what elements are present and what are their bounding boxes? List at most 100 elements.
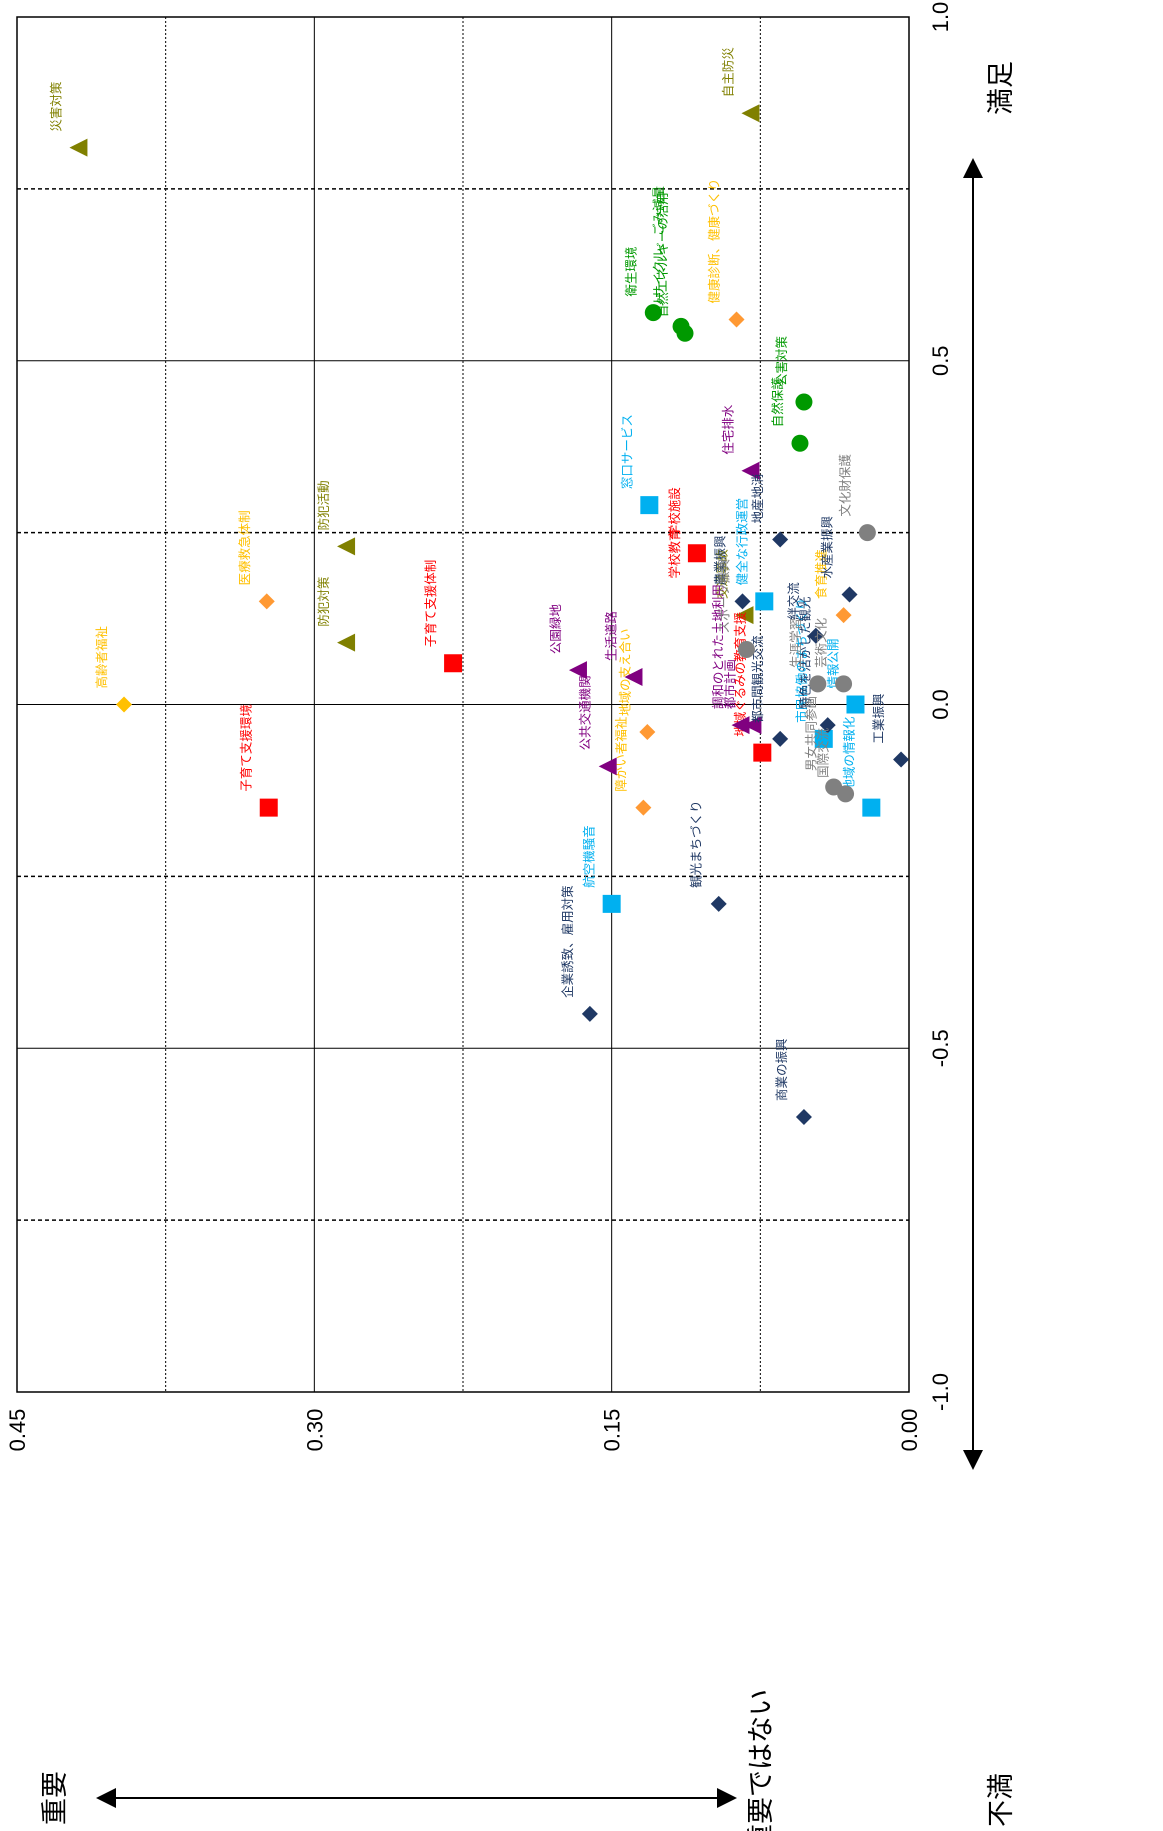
dissatisfied-label: 不満 [986, 1773, 1017, 1827]
point-label: 防犯対策 [316, 576, 331, 627]
point-label: 絆交流 [786, 582, 801, 620]
point-label: 公共交通機関 [578, 675, 593, 750]
point-label: リサイクル、ごみ減量 [651, 186, 666, 310]
data-point: 航空機騒音 [582, 825, 621, 913]
data-point: 芸術文化 [814, 617, 853, 693]
point-marker-diamond [258, 593, 275, 610]
y-tick-label: 0.45 [5, 1409, 30, 1452]
point-label: 文化財保護 [837, 454, 852, 517]
point-marker-circle [676, 324, 694, 342]
y-tick-label: 0.30 [302, 1409, 327, 1452]
data-point: 健全な行政運営 [734, 498, 774, 611]
data-point: 防犯活動 [316, 480, 356, 556]
data-point: 窓口サービス [619, 414, 659, 515]
data-point: 企業誘致、雇用対策 [560, 885, 598, 1022]
data-point: 学校教育 [667, 528, 706, 604]
point-label: 芸術文化 [814, 617, 829, 668]
data-point: 観光まちづくり [689, 800, 727, 912]
point-marker-diamond [807, 627, 824, 644]
x-tick-label: 1.0 [928, 2, 953, 33]
point-label: 生活道路 [603, 610, 618, 661]
x-tick-label: 0.5 [928, 345, 953, 376]
data-point: 高齢者福祉 [94, 625, 133, 713]
data-point: 衛生環境 [623, 247, 662, 322]
data-point: 食育推進 [814, 549, 852, 624]
point-label: 企業誘致、雇用対策 [560, 885, 575, 998]
point-marker-triangle [568, 661, 587, 680]
point-label: 工業振興 [871, 693, 886, 743]
point-marker-square [259, 798, 278, 817]
data-point: 特色を活かした観光 [798, 597, 836, 734]
point-marker-triangle [337, 537, 356, 556]
point-marker-circle [737, 641, 755, 658]
data-point: 子育て支援環境 [239, 704, 278, 817]
point-marker-triangle [624, 668, 643, 686]
point-label: 地産地消 [750, 473, 765, 523]
point-label: 自主防災 [720, 47, 735, 98]
data-point: 地域の支え合い [617, 628, 656, 740]
point-label: 生涯学習 [788, 618, 803, 668]
point-marker-diamond [581, 1005, 598, 1022]
point-label: 災害対策 [48, 81, 63, 132]
x-tick-label: -1.0 [928, 1373, 953, 1411]
point-label: 公園緑地 [548, 604, 563, 655]
data-point: 障がい者福祉 [613, 716, 652, 816]
point-marker-diamond [116, 696, 133, 713]
point-marker-circle [795, 393, 813, 411]
point-marker-triangle [741, 104, 760, 123]
point-label: 健全な行政運営 [734, 498, 749, 586]
data-point: 商業の振興 [774, 1038, 812, 1125]
point-marker-circle [644, 304, 662, 322]
point-marker-triangle [731, 716, 750, 735]
point-label: 航空機騒音 [582, 825, 597, 888]
data-point: 自主防災 [720, 47, 760, 123]
data-point: 調和のとれた土地利用 [711, 584, 750, 735]
data-point: 防犯対策 [316, 576, 356, 652]
point-marker-diamond [710, 895, 727, 912]
point-marker-square [602, 894, 621, 913]
point-marker-square [753, 743, 772, 762]
point-label: スポーツ振興 [716, 559, 731, 634]
point-marker-diamond [841, 586, 858, 603]
point-marker-triangle [741, 461, 760, 480]
point-marker-square [687, 585, 706, 604]
point-label: 窓口サービス [619, 414, 634, 489]
point-label: 都市計画 [722, 659, 737, 709]
point-label: 観光まちづくり [689, 800, 704, 888]
point-label: 子育て支援体制 [423, 560, 438, 648]
x-tick-label: -0.5 [928, 1029, 953, 1067]
point-marker-circle [858, 524, 876, 542]
data-point: 水産業振興 [820, 516, 858, 603]
point-marker-circle [809, 675, 827, 693]
point-label: 男女共同参画 [804, 696, 819, 771]
point-marker-diamond [728, 311, 745, 328]
point-label: 学校施設 [667, 487, 682, 538]
point-label: 商業の振興 [774, 1038, 789, 1101]
point-label: 衛生環境 [623, 247, 638, 297]
point-marker-square [755, 592, 774, 611]
point-label: 食育推進 [814, 549, 829, 600]
point-label: 都市間観光交流 [750, 635, 765, 723]
point-label: 子育て支援環境 [239, 704, 254, 792]
grid-lines [17, 17, 909, 1392]
point-marker-triangle [337, 633, 356, 652]
point-marker-square [862, 798, 881, 817]
data-point: 生涯学習 [788, 618, 827, 693]
point-marker-diamond [835, 607, 852, 624]
important-label: 重要 [40, 1771, 71, 1825]
data-point: 情報公開 [825, 638, 865, 714]
not-important-label: 重要ではない [746, 1689, 777, 1831]
point-marker-triangle [743, 716, 762, 735]
point-label: 特色を活かした観光 [798, 597, 813, 710]
point-label: 調和のとれた土地利用 [711, 584, 726, 709]
data-point: 自然エネルギーの活用 [655, 192, 694, 342]
data-point: 公害対策 [774, 335, 813, 411]
point-marker-triangle [735, 606, 754, 625]
point-label: 市民協働のまちづくり [794, 598, 809, 723]
point-marker-square [444, 654, 463, 673]
plot-border [16, 16, 910, 1393]
point-marker-circle [837, 785, 855, 803]
point-marker-square [846, 695, 865, 714]
